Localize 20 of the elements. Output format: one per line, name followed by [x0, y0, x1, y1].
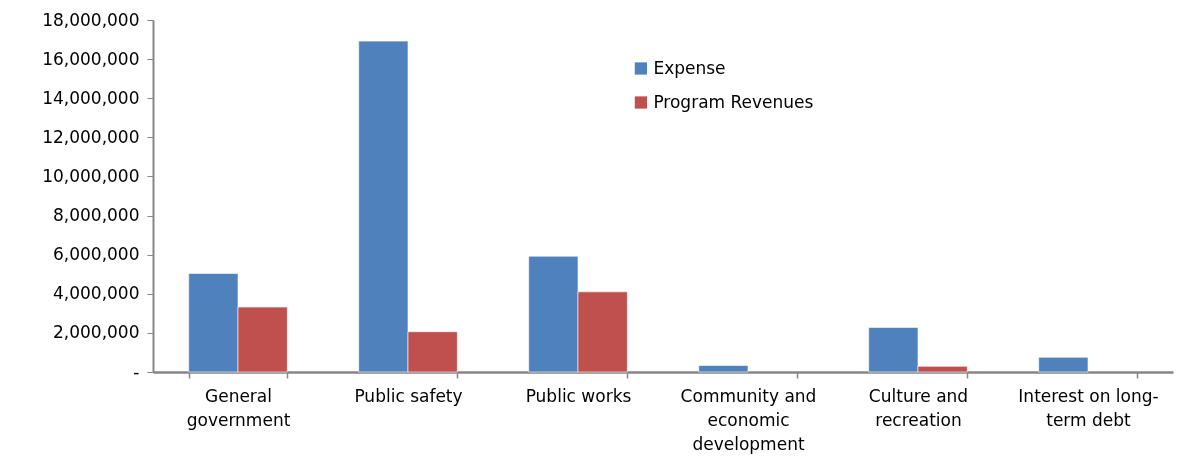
x-tick-label: Interest on long-term debt — [1018, 385, 1159, 430]
y-tick-label: 8,000,000 — [52, 205, 140, 226]
x-tick-label: Public works — [525, 385, 632, 406]
legend-label: Program Revenues — [653, 91, 814, 112]
y-tick-label: 12,000,000 — [42, 126, 140, 147]
y-tick-label: 14,000,000 — [42, 87, 140, 108]
y-tick-label: 2,000,000 — [52, 322, 140, 343]
y-tick-label: 10,000,000 — [42, 165, 140, 186]
y-tick-label: 16,000,000 — [42, 48, 140, 69]
y-tick-label: 6,000,000 — [52, 244, 140, 265]
y-tick-label: 4,000,000 — [52, 283, 140, 304]
x-tick-label: Culture and recreation — [868, 385, 969, 430]
y-tick-label: 18,000,000 — [42, 9, 140, 30]
y-tick-label: - — [133, 361, 140, 382]
bar — [1038, 357, 1089, 373]
x-tick-label: General government — [186, 385, 291, 430]
bar — [698, 365, 749, 373]
x-tick-label: Community and economic development — [680, 385, 817, 454]
legend-label: Expense — [653, 57, 726, 78]
x-tick-label: Public safety — [354, 385, 463, 406]
